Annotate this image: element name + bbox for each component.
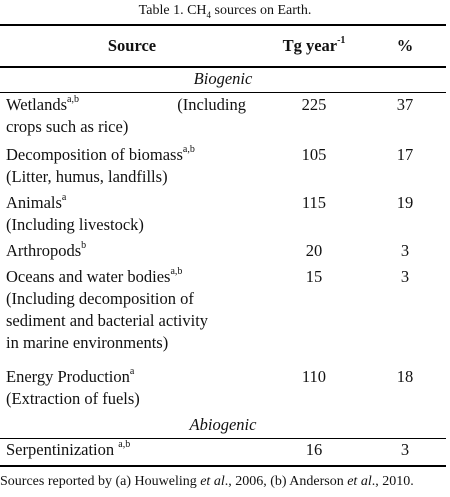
header-tg-year: Tg year-1 — [282, 34, 346, 55]
source-cell: Decomposition of biomassa,b (Litter, hum… — [6, 143, 195, 186]
table-row: Animalsa (Including livestock) 115 19 — [0, 192, 446, 240]
percent-cell: 19 — [396, 193, 414, 212]
table-row: Serpentinization a,b 16 3 — [0, 438, 446, 467]
tg-cell: 16 — [264, 438, 364, 467]
table-caption: Table 1. CH4 sources on Earth. — [138, 3, 312, 20]
source-cell: Oceans and water bodiesa,b (Including de… — [6, 265, 209, 352]
ch4-sources-table: Source Tg year-1 % Biogenic Wetlandsa,b(… — [0, 24, 446, 467]
tg-cell: 20 — [305, 241, 323, 260]
group-label-biogenic: Biogenic — [0, 67, 446, 93]
percent-cell: 17 — [396, 145, 414, 164]
percent-cell: 3 — [364, 438, 446, 467]
tg-cell: 115 — [301, 193, 327, 212]
percent-cell: 3 — [400, 267, 410, 286]
group-label-abiogenic: Abiogenic — [0, 414, 446, 439]
table-row: Energy Productiona (Extraction of fuels)… — [0, 362, 446, 414]
table-row: Arthropodsb 20 3 — [0, 240, 446, 266]
source-cell: Animalsa (Including livestock) — [6, 191, 144, 234]
group-row-biogenic: Biogenic — [0, 67, 446, 93]
percent-cell: 18 — [396, 367, 414, 386]
header-source: Source — [107, 36, 157, 55]
tg-cell: 225 — [301, 95, 327, 114]
source-cell: Arthropodsb — [6, 239, 87, 260]
tg-cell: 105 — [301, 145, 327, 164]
percent-cell: 37 — [396, 95, 414, 114]
table-footnote: Sources reported by (a) Houweling et al.… — [0, 474, 414, 489]
header-row: Source Tg year-1 % — [0, 25, 446, 67]
table-row: Decomposition of biomassa,b (Litter, hum… — [0, 144, 446, 192]
tg-cell: 15 — [305, 267, 323, 286]
source-cell: Wetlandsa,b (Including crops such as rice… — [6, 93, 246, 136]
percent-cell: 3 — [400, 241, 410, 260]
header-percent: % — [396, 36, 414, 55]
tg-cell: 110 — [301, 367, 327, 386]
source-cell: Serpentinization a,b — [0, 438, 264, 467]
table-row: Wetlandsa,b (Including crops such as rice… — [0, 93, 446, 145]
table-row: Oceans and water bodiesa,b (Including de… — [0, 266, 446, 362]
group-row-abiogenic: Abiogenic — [0, 414, 446, 439]
source-cell: Energy Productiona (Extraction of fuels) — [6, 365, 140, 408]
